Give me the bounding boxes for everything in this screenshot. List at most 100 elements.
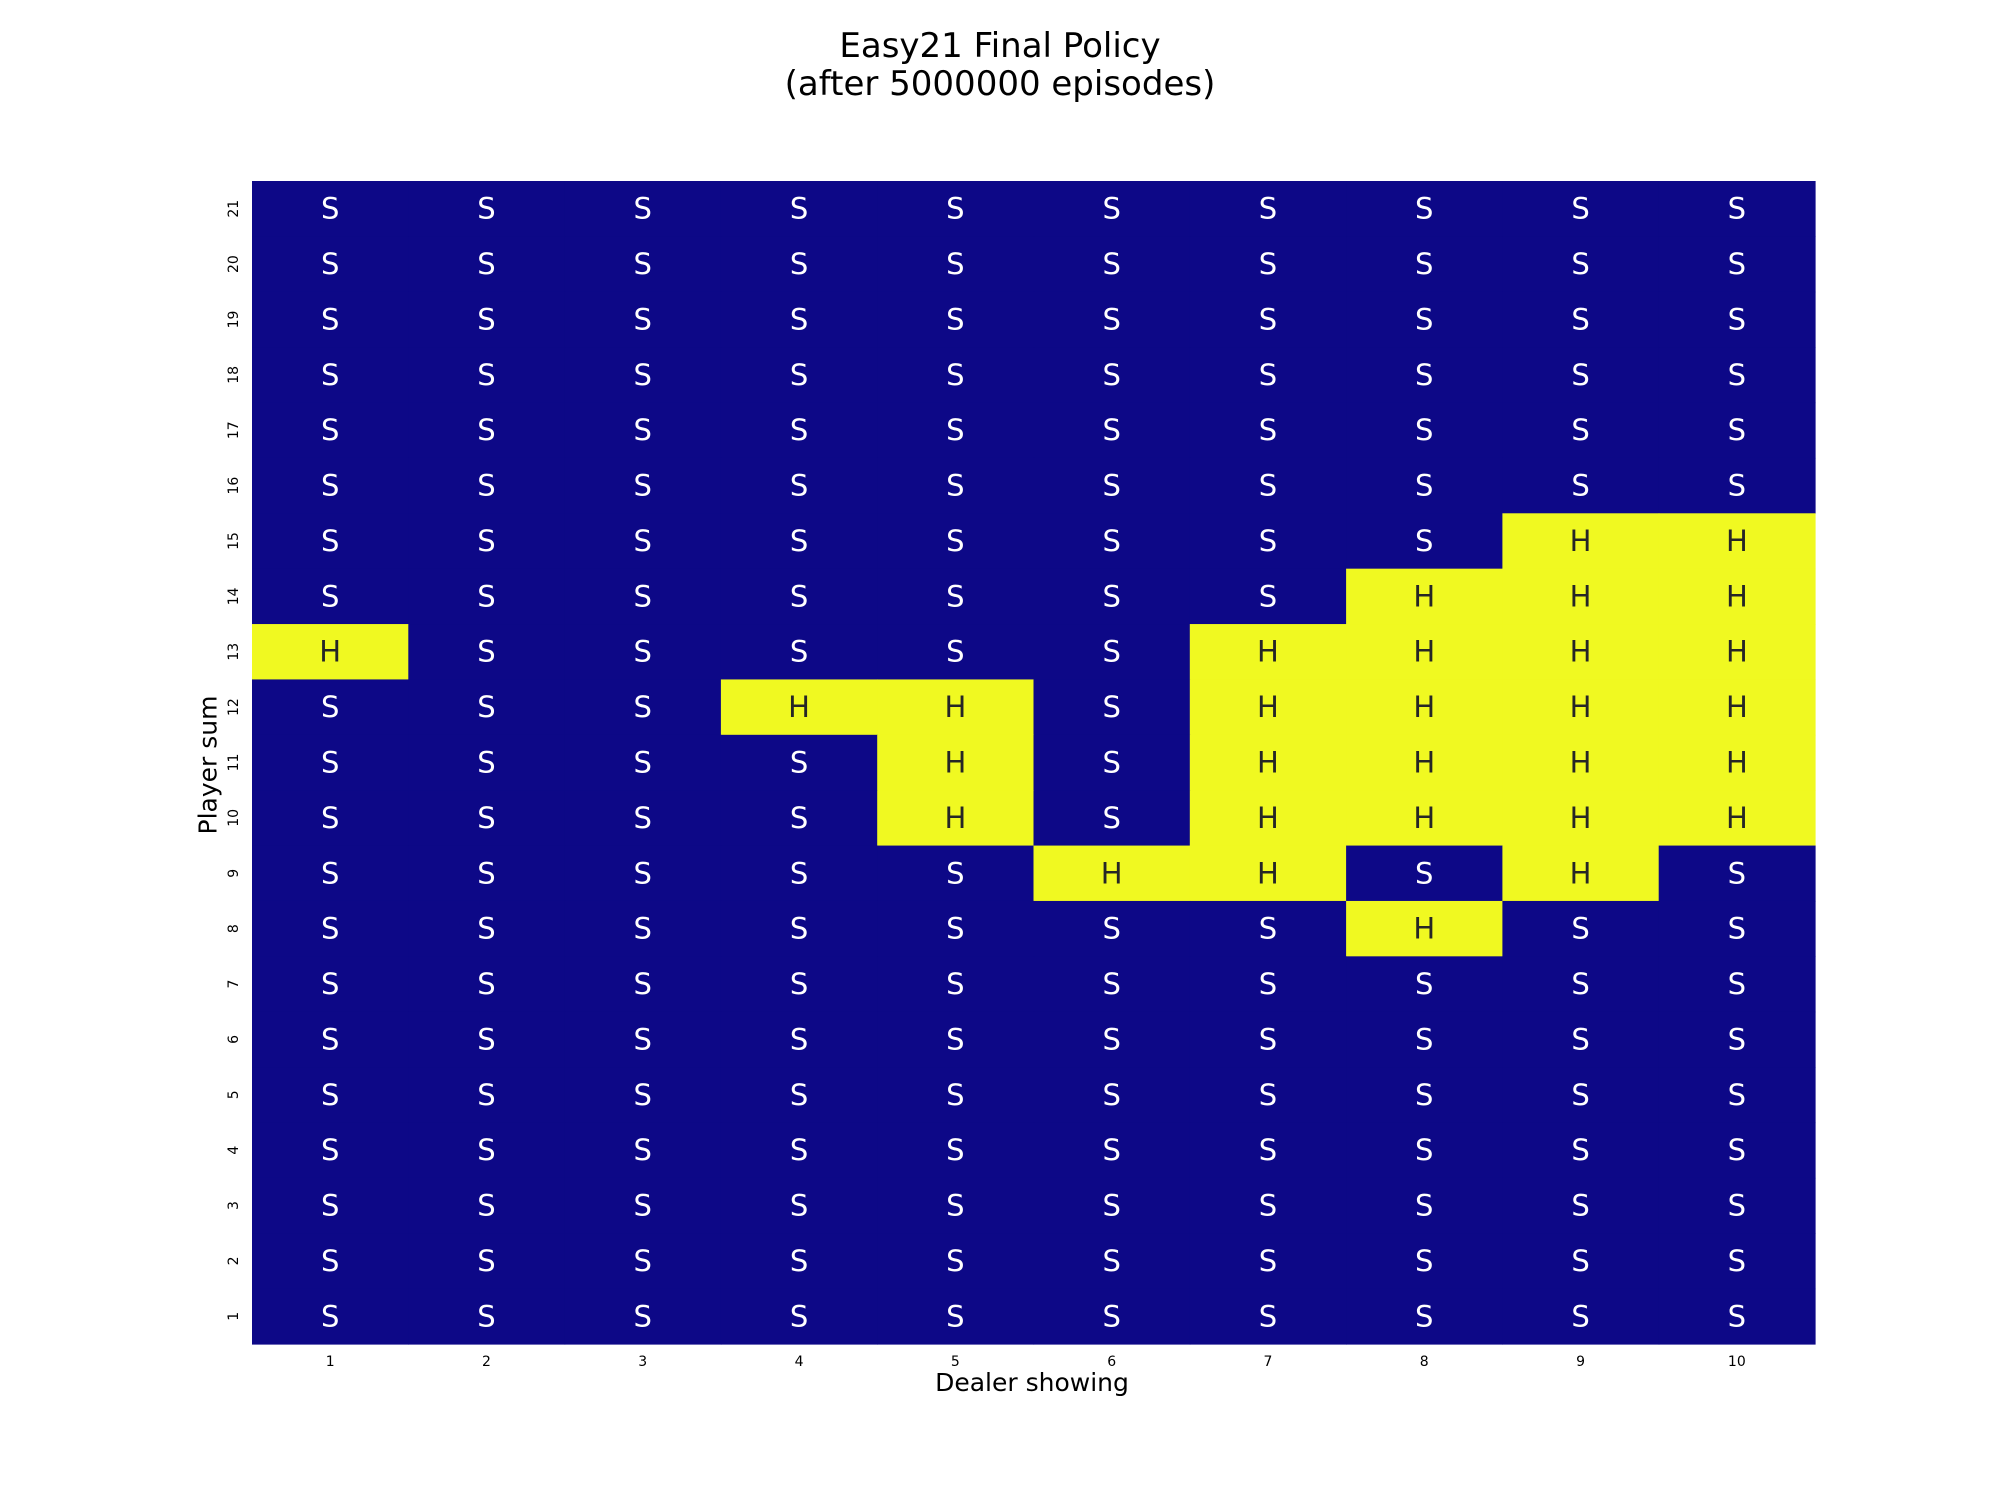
- cell-label: S: [634, 1078, 652, 1112]
- heatmap-cell: [408, 790, 566, 847]
- cell-label: S: [477, 1244, 495, 1278]
- heatmap-cell: [564, 1233, 722, 1290]
- cell-label: S: [1102, 469, 1120, 503]
- cell-label: H: [788, 690, 810, 724]
- heatmap-cell: [252, 624, 409, 681]
- heatmap-cell: [1189, 568, 1347, 625]
- cell-label: H: [1570, 690, 1592, 724]
- heatmap-cell: [877, 402, 1035, 459]
- cell-label: S: [1102, 690, 1120, 724]
- heatmap-cell: [1658, 790, 1816, 847]
- heatmap-cell: [1189, 679, 1347, 736]
- heatmap-cell: [1033, 457, 1191, 514]
- heatmap-cell: [877, 181, 1035, 237]
- heatmap-cell: [1346, 1233, 1503, 1290]
- heatmap-cells: S S S S S S S S S SS S S S S S S S S SS S S S S S S S S SS S S S S S S S S S…: [252, 181, 1816, 1345]
- cell-label: S: [1102, 635, 1120, 669]
- heatmap-cell: [408, 900, 566, 957]
- cell-label: S: [946, 469, 964, 503]
- cell-label: S: [477, 192, 495, 226]
- cell-label: S: [1415, 1133, 1433, 1167]
- heatmap-cell: [252, 568, 409, 625]
- heatmap-cell: [1346, 900, 1503, 957]
- cell-label: S: [1728, 1299, 1746, 1333]
- heatmap-cell: [408, 457, 566, 514]
- heatmap-cell: [1502, 1011, 1660, 1068]
- heatmap-cell: [877, 1067, 1035, 1124]
- cell-label: S: [321, 579, 339, 613]
- heatmap-cell: [1033, 734, 1191, 791]
- heatmap-cell: [1502, 1122, 1660, 1179]
- heatmap-cell: [1189, 1177, 1347, 1234]
- heatmap-cell: [1502, 734, 1660, 791]
- cell-label: S: [634, 967, 652, 1001]
- cell-label: S: [321, 690, 339, 724]
- cell-label: S: [790, 1189, 808, 1223]
- cell-label: S: [321, 1244, 339, 1278]
- cell-label: H: [944, 690, 966, 724]
- cell-label: S: [1571, 1133, 1589, 1167]
- heatmap-cell: [1033, 1011, 1191, 1068]
- heatmap-cell: [1189, 1233, 1347, 1290]
- heatmap-cell: [877, 900, 1035, 957]
- heatmap-cell: [1346, 402, 1503, 459]
- heatmap-cell: [1346, 513, 1503, 570]
- heatmap-cell: [1502, 1233, 1660, 1290]
- heatmap-cell: [1033, 181, 1191, 237]
- cell-label: S: [1102, 912, 1120, 946]
- cell-label: H: [1570, 801, 1592, 835]
- heatmap-cell: [1658, 679, 1816, 736]
- heatmap-cell: [720, 347, 878, 404]
- cell-label: S: [1728, 967, 1746, 1001]
- heatmap-cell: [408, 291, 566, 348]
- cell-label: S: [790, 856, 808, 890]
- cell-label: S: [1259, 469, 1277, 503]
- cell-label: H: [1257, 690, 1279, 724]
- cell-label: S: [634, 524, 652, 558]
- cell-label: S: [1728, 1078, 1746, 1112]
- heatmap-cell: [564, 1177, 722, 1234]
- y-axis-label: Player sum: [193, 695, 223, 835]
- heatmap-cell: [877, 790, 1035, 847]
- heatmap-cell: [877, 845, 1035, 902]
- cell-label: S: [321, 469, 339, 503]
- heatmap-cell: [720, 956, 878, 1013]
- x-tick-label: 3: [638, 1354, 647, 1370]
- heatmap-cell: [252, 1011, 409, 1068]
- heatmap-cell: [1189, 457, 1347, 514]
- cell-label: S: [477, 413, 495, 447]
- cell-label: H: [1570, 524, 1592, 558]
- heatmap-cell: [408, 402, 566, 459]
- cell-label: S: [477, 967, 495, 1001]
- heatmap-cell: [1033, 402, 1191, 459]
- heatmap-cell: [564, 1067, 722, 1124]
- cell-label: S: [946, 579, 964, 613]
- heatmap-cell: [720, 513, 878, 570]
- cell-label: S: [1259, 413, 1277, 447]
- heatmap-cell: [408, 1233, 566, 1290]
- cell-label: H: [1726, 801, 1748, 835]
- cell-label: S: [946, 413, 964, 447]
- cell-label: S: [321, 247, 339, 281]
- heatmap-cell: [1502, 1067, 1660, 1124]
- y-tick-label: 14: [226, 587, 242, 605]
- heatmap-cell: [252, 1233, 409, 1290]
- heatmap-cell: [1033, 1067, 1191, 1124]
- cell-label: S: [321, 856, 339, 890]
- heatmap-cell: [1502, 457, 1660, 514]
- cell-label: S: [634, 358, 652, 392]
- heatmap-cell: [1033, 347, 1191, 404]
- y-tick-label: 5: [226, 1090, 242, 1099]
- cell-label: S: [321, 1299, 339, 1333]
- cell-label: S: [790, 746, 808, 780]
- heatmap-cell: [1346, 956, 1503, 1013]
- x-tick-label: 9: [1576, 1354, 1585, 1370]
- cell-label: S: [634, 1244, 652, 1278]
- x-tick-label: 5: [951, 1354, 960, 1370]
- heatmap-cell: [1658, 402, 1816, 459]
- y-tick-label: 21: [226, 200, 242, 218]
- cell-label: S: [790, 1244, 808, 1278]
- heatmap-cell: [1033, 1177, 1191, 1234]
- cell-label: S: [1102, 1299, 1120, 1333]
- x-tick-labels: 1 2 3 4 5 6 7 8 9 10: [326, 1354, 1746, 1370]
